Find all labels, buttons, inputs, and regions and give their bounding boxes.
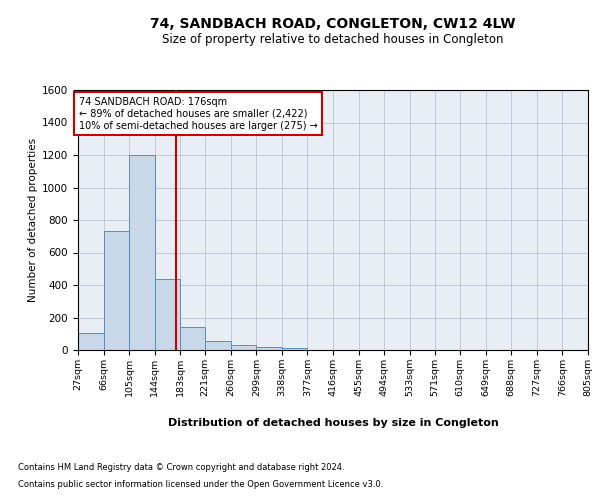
Bar [180, 328, 205, 350]
Bar [205, 341, 231, 350]
Text: Contains HM Land Registry data © Crown copyright and database right 2024.: Contains HM Land Registry data © Crown c… [18, 464, 344, 472]
Bar [155, 280, 180, 350]
Bar [78, 333, 104, 350]
Text: 74, SANDBACH ROAD, CONGLETON, CW12 4LW: 74, SANDBACH ROAD, CONGLETON, CW12 4LW [150, 18, 516, 32]
Bar [256, 347, 282, 350]
Text: Distribution of detached houses by size in Congleton: Distribution of detached houses by size … [167, 418, 499, 428]
Y-axis label: Number of detached properties: Number of detached properties [28, 138, 38, 302]
Text: Contains public sector information licensed under the Open Government Licence v3: Contains public sector information licen… [18, 480, 383, 489]
Bar [282, 348, 307, 350]
Text: 74 SANDBACH ROAD: 176sqm
← 89% of detached houses are smaller (2,422)
10% of sem: 74 SANDBACH ROAD: 176sqm ← 89% of detach… [79, 98, 317, 130]
Bar [231, 345, 256, 350]
Text: Size of property relative to detached houses in Congleton: Size of property relative to detached ho… [162, 32, 504, 46]
Bar [104, 232, 129, 350]
Bar [129, 155, 155, 350]
